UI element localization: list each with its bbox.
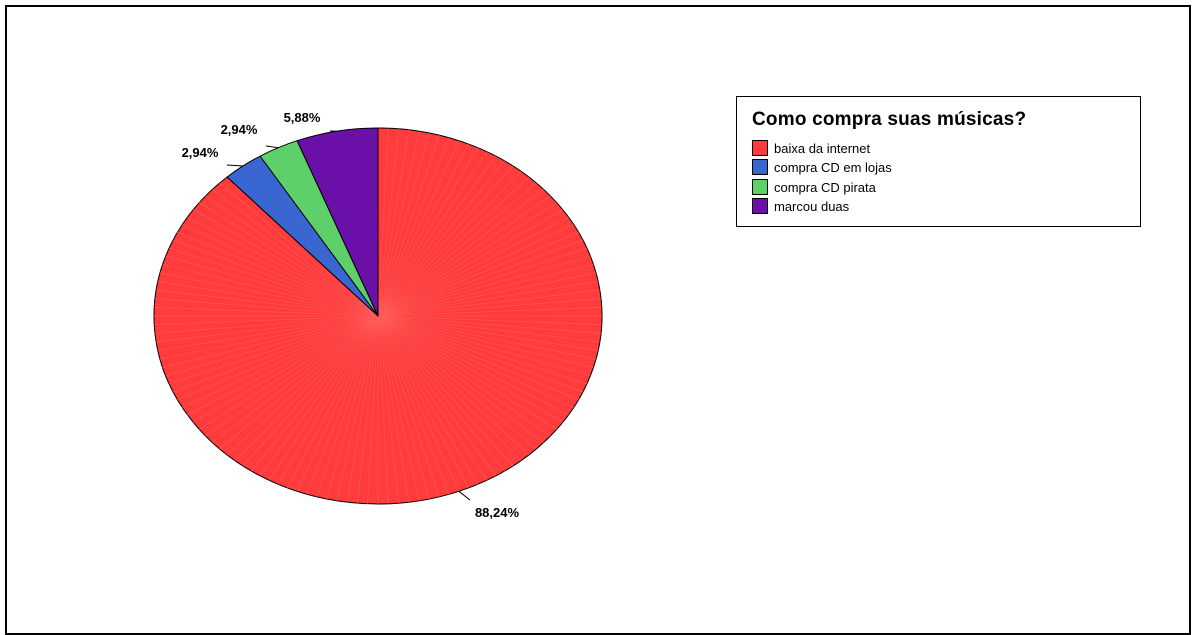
leader-line bbox=[227, 165, 243, 166]
data-label: 5,88% bbox=[284, 110, 321, 125]
leader-line bbox=[459, 491, 470, 500]
legend-label: baixa da internet bbox=[774, 141, 870, 156]
data-label: 88,24% bbox=[475, 505, 520, 520]
pie-slices bbox=[154, 128, 602, 504]
leader-line bbox=[266, 146, 278, 148]
data-label: 2,94% bbox=[182, 145, 219, 160]
data-label: 2,94% bbox=[221, 122, 258, 137]
legend-item-compra-cd-em-lojas: compra CD em lojas bbox=[752, 157, 892, 177]
legend-item-marcou-duas: marcou duas bbox=[752, 196, 849, 216]
legend-swatch bbox=[752, 198, 768, 214]
legend-swatch bbox=[752, 159, 768, 175]
legend-title: Como compra suas músicas? bbox=[752, 109, 1026, 131]
legend-swatch bbox=[752, 179, 768, 195]
legend-item-baixa-da-internet: baixa da internet bbox=[752, 138, 870, 158]
legend-label: compra CD pirata bbox=[774, 180, 876, 195]
legend-swatch bbox=[752, 140, 768, 156]
legend: Como compra suas músicas? baixa da inter… bbox=[736, 96, 1141, 227]
legend-item-compra-cd-pirata: compra CD pirata bbox=[752, 177, 876, 197]
legend-label: compra CD em lojas bbox=[774, 160, 892, 175]
legend-label: marcou duas bbox=[774, 199, 849, 214]
